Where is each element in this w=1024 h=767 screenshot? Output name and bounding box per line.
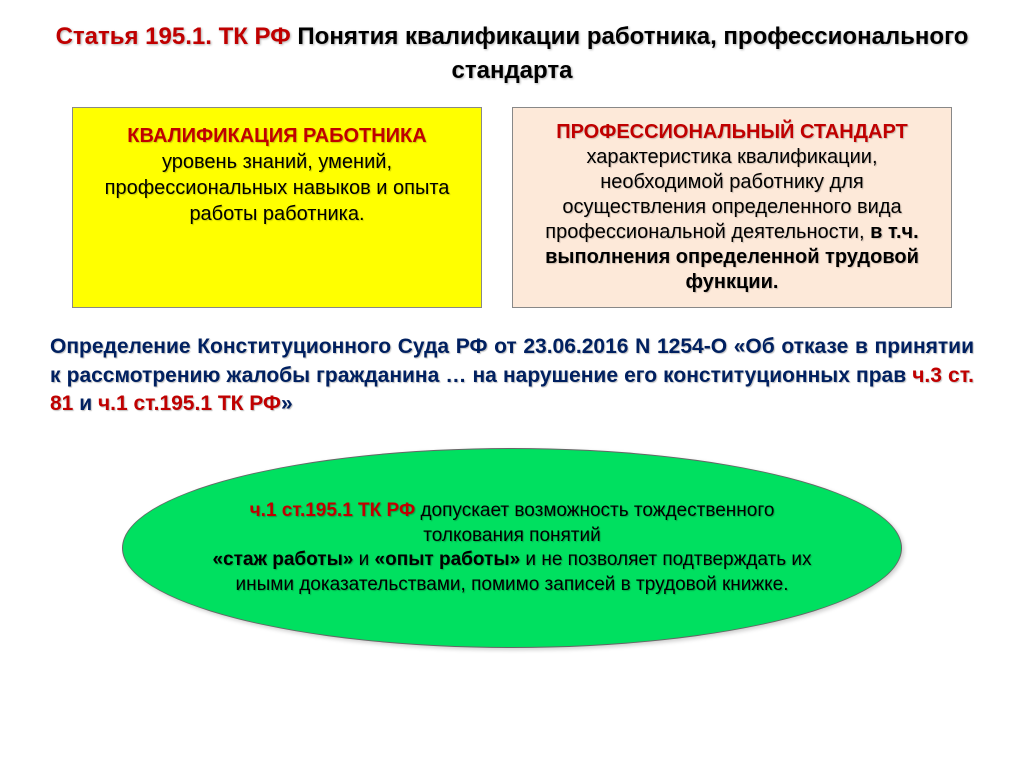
court-line1: Определение Конституционного Суда РФ от …: [50, 335, 974, 386]
oval-b2: «опыт работы»: [375, 549, 521, 570]
qualification-body: уровень знаний, умений, профессиональных…: [105, 151, 450, 225]
standard-heading: ПРОФЕССИОНАЛЬНЫЙ СТАНДАРТ: [556, 121, 908, 143]
oval-ref: ч.1 ст.195.1 ТК РФ: [250, 500, 416, 521]
definition-boxes: КВАЛИФИКАЦИЯ РАБОТНИКА уровень знаний, у…: [50, 107, 974, 308]
qualification-box: КВАЛИФИКАЦИЯ РАБОТНИКА уровень знаний, у…: [72, 107, 482, 308]
oval-text: ч.1 ст.195.1 ТК РФ допускает возможность…: [203, 499, 821, 598]
slide-title: Статья 195.1. ТК РФ Понятия квалификации…: [50, 20, 974, 87]
oval-t1: допускает возможность тождественного тол…: [415, 500, 774, 546]
oval-b1: «стаж работы»: [212, 549, 353, 570]
oval-t2: и: [353, 549, 374, 570]
standard-body-1: характеристика квалификации, необходимой…: [545, 146, 901, 243]
title-article-ref: Статья 195.1. ТК РФ: [56, 23, 291, 50]
interpretation-oval: ч.1 ст.195.1 ТК РФ допускает возможность…: [122, 448, 902, 648]
title-main: Понятия квалификации работника, професси…: [297, 23, 968, 84]
standard-box: ПРОФЕССИОНАЛЬНЫЙ СТАНДАРТ характеристика…: [512, 107, 952, 308]
qualification-heading: КВАЛИФИКАЦИЯ РАБОТНИКА: [127, 125, 426, 147]
oval-container: ч.1 ст.195.1 ТК РФ допускает возможность…: [50, 448, 974, 648]
court-end: »: [281, 392, 293, 415]
court-mid: и: [73, 392, 98, 415]
court-ruling-text: Определение Конституционного Суда РФ от …: [50, 333, 974, 418]
court-ref2: ч.1 ст.195.1 ТК РФ: [98, 392, 281, 415]
